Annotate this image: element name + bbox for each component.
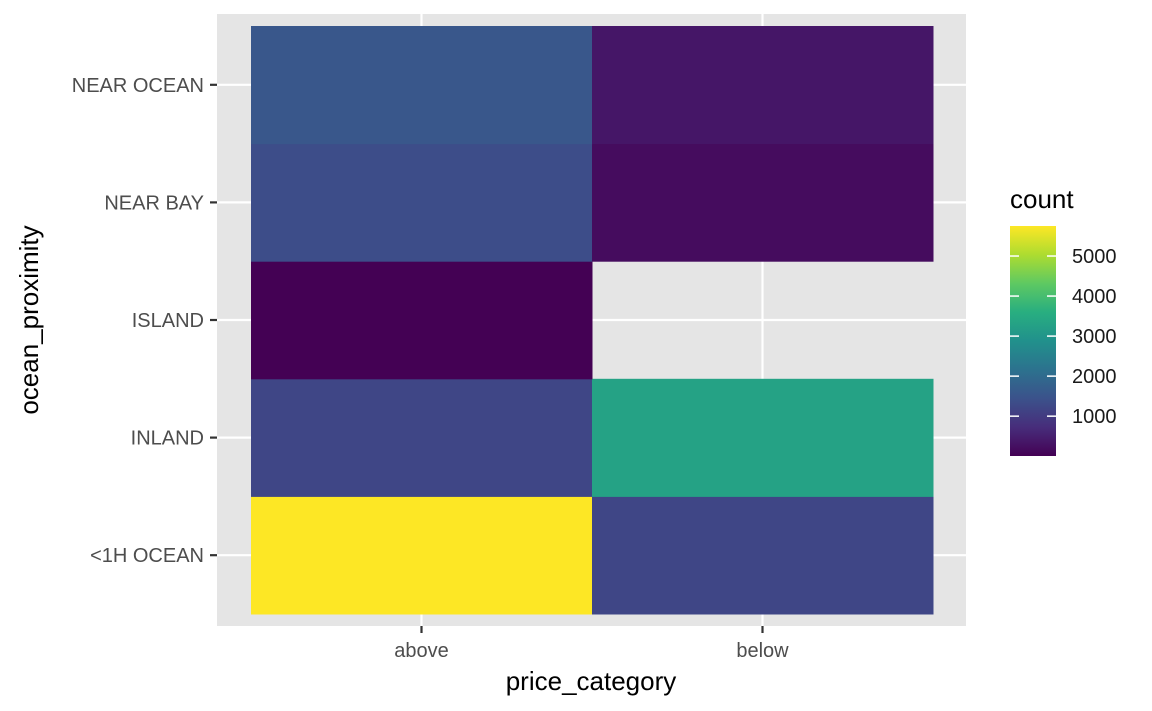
y-tick-label: ISLAND <box>132 310 204 332</box>
x-axis-title: price_category <box>506 666 677 696</box>
legend-tick-label: 4000 <box>1072 286 1117 308</box>
heatmap-cell-above-island <box>251 261 593 380</box>
legend-tick-label: 1000 <box>1072 406 1117 428</box>
heatmap-cell-below-near-bay <box>592 143 934 262</box>
y-tick-label: NEAR OCEAN <box>72 75 204 97</box>
legend-tick-label: 2000 <box>1072 366 1117 388</box>
y-tick-label: INLAND <box>131 428 204 450</box>
heatmap-cell-above-near-bay <box>251 143 593 262</box>
heatmap-cell-above--1h-ocean <box>251 496 593 615</box>
y-tick-label: <1H OCEAN <box>90 545 204 567</box>
heatmap-cell-above-inland <box>251 378 593 497</box>
heatmap-cell-below-inland <box>592 378 934 497</box>
y-tick-label: NEAR BAY <box>104 192 204 214</box>
legend: count 1000 2000 3000 4000 5000 <box>1010 184 1117 456</box>
legend-tick-label: 3000 <box>1072 326 1117 348</box>
legend-ticks: 1000 2000 3000 4000 5000 <box>1010 246 1117 428</box>
legend-title: count <box>1010 184 1074 214</box>
x-tick-label: above <box>394 640 449 662</box>
legend-colorbar <box>1010 226 1056 456</box>
y-axis-title: ocean_proximity <box>14 225 44 414</box>
heatmap-cell-below--1h-ocean <box>592 496 934 615</box>
heatmap-cell-above-near-ocean <box>251 26 593 145</box>
x-tick-label: below <box>736 640 789 662</box>
legend-tick-label: 5000 <box>1072 246 1117 268</box>
heatmap-cell-below-near-ocean <box>592 26 934 145</box>
x-axis: above below <box>394 626 789 662</box>
heatmap-cells <box>251 26 934 615</box>
y-axis: <1H OCEAN INLAND ISLAND NEAR BAY NEAR OCEAN <box>72 75 217 567</box>
